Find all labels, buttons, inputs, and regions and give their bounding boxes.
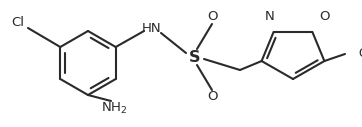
Text: O: O <box>208 91 218 104</box>
Text: HN: HN <box>142 21 162 35</box>
Text: O: O <box>208 11 218 23</box>
Text: S: S <box>189 50 201 65</box>
Text: NH$_2$: NH$_2$ <box>101 100 127 116</box>
Text: O: O <box>320 10 330 22</box>
Text: N: N <box>265 10 275 22</box>
Text: Cl: Cl <box>12 15 25 28</box>
Text: CH$_3$: CH$_3$ <box>358 46 362 62</box>
